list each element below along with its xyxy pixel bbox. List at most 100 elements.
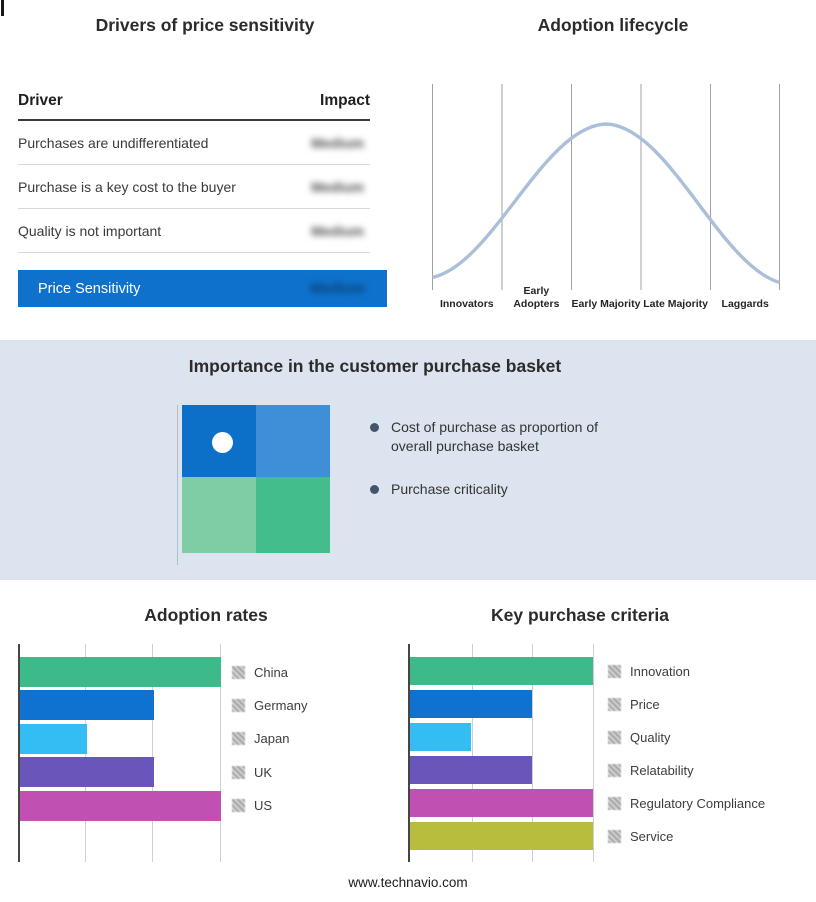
table-row: Purchase is a key cost to the buyer Medi… — [18, 165, 370, 209]
impact-cell-redacted: Medium — [310, 280, 365, 297]
stage-label: Laggards — [721, 297, 769, 310]
legend-swatch-icon — [232, 799, 245, 813]
impact-column-header: Impact — [320, 92, 370, 109]
legend-label: Innovation — [630, 663, 690, 679]
bullet-icon — [370, 423, 379, 432]
legend-label: Germany — [254, 697, 308, 713]
legend-item: Relatability — [608, 756, 694, 784]
bar-innovation — [410, 657, 593, 685]
bar-service — [410, 822, 593, 850]
driver-cell: Purchase is a key cost to the buyer — [18, 178, 236, 195]
bullet-text: Cost of purchase as proportion of overal… — [391, 419, 599, 454]
drivers-panel-title: Drivers of price sensitivity — [95, 15, 315, 35]
lifecycle-panel-title: Adoption lifecycle — [537, 15, 689, 35]
table-row: Quality is not important Medium — [18, 209, 370, 253]
driver-column-header: Driver — [18, 92, 63, 109]
adoption-rates-bars — [20, 644, 221, 862]
driver-cell: Quality is not important — [18, 222, 162, 239]
basket-bullet-list: Cost of purchase as proportion of overal… — [370, 418, 660, 523]
key-criteria-axis — [408, 644, 410, 862]
purchase-basket-band: Importance in the customer purchase bask… — [0, 340, 816, 580]
stage-label: Early Majority — [571, 297, 641, 310]
legend-item: Quality — [608, 723, 670, 751]
legend-label: Relatability — [630, 762, 694, 778]
bar-us — [20, 790, 221, 821]
bullet-icon — [370, 484, 379, 494]
legend-item: Japan — [232, 724, 289, 754]
legend-item: UK — [232, 757, 272, 787]
gridline — [220, 644, 221, 862]
legend-swatch-icon — [232, 732, 245, 746]
technavio-link[interactable]: www.technavio.com — [348, 875, 468, 890]
lifecycle-stage-labels: Innovators Early Adopters Early Majority La… — [432, 283, 780, 310]
legend-swatch-icon — [608, 796, 621, 810]
legend-label: Service — [630, 828, 674, 844]
bar-japan — [20, 723, 87, 754]
gridline — [152, 644, 153, 862]
legend-item: Price — [608, 690, 660, 718]
legend-label: Price — [630, 696, 660, 712]
stage-label: Late Majority — [643, 297, 708, 310]
impact-cell-redacted: Medium — [311, 134, 364, 151]
quadrant-top-right — [256, 405, 330, 477]
footer: www.technavio.com — [0, 875, 816, 890]
bar-china — [20, 657, 221, 687]
quadrant-top-left — [182, 405, 256, 477]
legend-item: US — [232, 791, 272, 821]
impact-cell-redacted: Medium — [311, 222, 364, 239]
key-criteria-legend: Innovation Price Quality Relatability Regula… — [608, 644, 816, 862]
bar-quality — [410, 723, 471, 751]
legend-label: Regulatory Compliance — [630, 795, 766, 811]
adoption-rates-title: Adoption rates — [144, 605, 268, 625]
legend-swatch-icon — [608, 763, 621, 777]
lifecycle-gridlines — [432, 84, 780, 290]
gridline — [472, 644, 473, 862]
adoption-rates-legend: China Germany Japan UK US — [232, 644, 402, 862]
legend-label: China — [254, 664, 288, 680]
corner-mark — [1, 0, 4, 16]
legend-label: Quality — [630, 729, 671, 745]
purchase-basket-quadrant — [182, 405, 330, 553]
drivers-table: Driver Impact Purchases are undifferenti… — [18, 92, 370, 253]
key-purchase-criteria-title: Key purchase criteria — [490, 605, 669, 625]
bar-uk — [20, 757, 154, 788]
bullet-item: Cost of purchase as proportion of overal… — [370, 418, 660, 456]
drivers-table-header: Driver Impact — [18, 92, 370, 121]
stage-label: Early Adopters — [513, 285, 560, 310]
quadrant-bottom-right — [256, 477, 330, 553]
legend-label: Japan — [254, 731, 290, 747]
gridline — [593, 644, 594, 862]
gridline — [532, 644, 533, 862]
legend-swatch-icon — [232, 665, 245, 679]
adoption-rates-axis — [18, 644, 20, 862]
key-criteria-bars — [410, 644, 593, 862]
basket-title: Importance in the customer purchase bask… — [188, 356, 562, 376]
table-row: Purchases are undifferentiated Medium — [18, 121, 370, 165]
legend-item: Service — [608, 822, 673, 850]
driver-cell: Purchases are undifferentiated — [18, 134, 209, 151]
stage-label: Innovators — [439, 297, 494, 310]
bullet-item: Purchase criticality — [370, 480, 660, 499]
quadrant-axis-line — [177, 405, 178, 565]
legend-item: Innovation — [608, 657, 690, 685]
bar-germany — [20, 690, 154, 721]
bar-regulatory-compliance — [410, 789, 593, 817]
bell-curve — [432, 122, 780, 284]
position-dot-icon — [212, 432, 233, 453]
price-sensitivity-label: Price Sensitivity — [38, 280, 141, 297]
legend-item: Regulatory Compliance — [608, 789, 765, 817]
legend-swatch-icon — [608, 697, 621, 711]
legend-label: UK — [254, 764, 273, 780]
legend-item: Germany — [232, 690, 307, 720]
price-sensitivity-highlight-row: Price Sensitivity Medium — [18, 270, 387, 307]
impact-cell-redacted: Medium — [311, 178, 364, 195]
legend-item: China — [232, 657, 288, 687]
bullet-text: Purchase criticality — [391, 480, 508, 497]
legend-swatch-icon — [232, 698, 245, 712]
quadrant-bottom-left — [182, 477, 256, 553]
legend-swatch-icon — [608, 829, 621, 843]
legend-swatch-icon — [608, 664, 621, 678]
adoption-lifecycle-chart — [432, 84, 780, 290]
bar-price — [410, 690, 532, 718]
